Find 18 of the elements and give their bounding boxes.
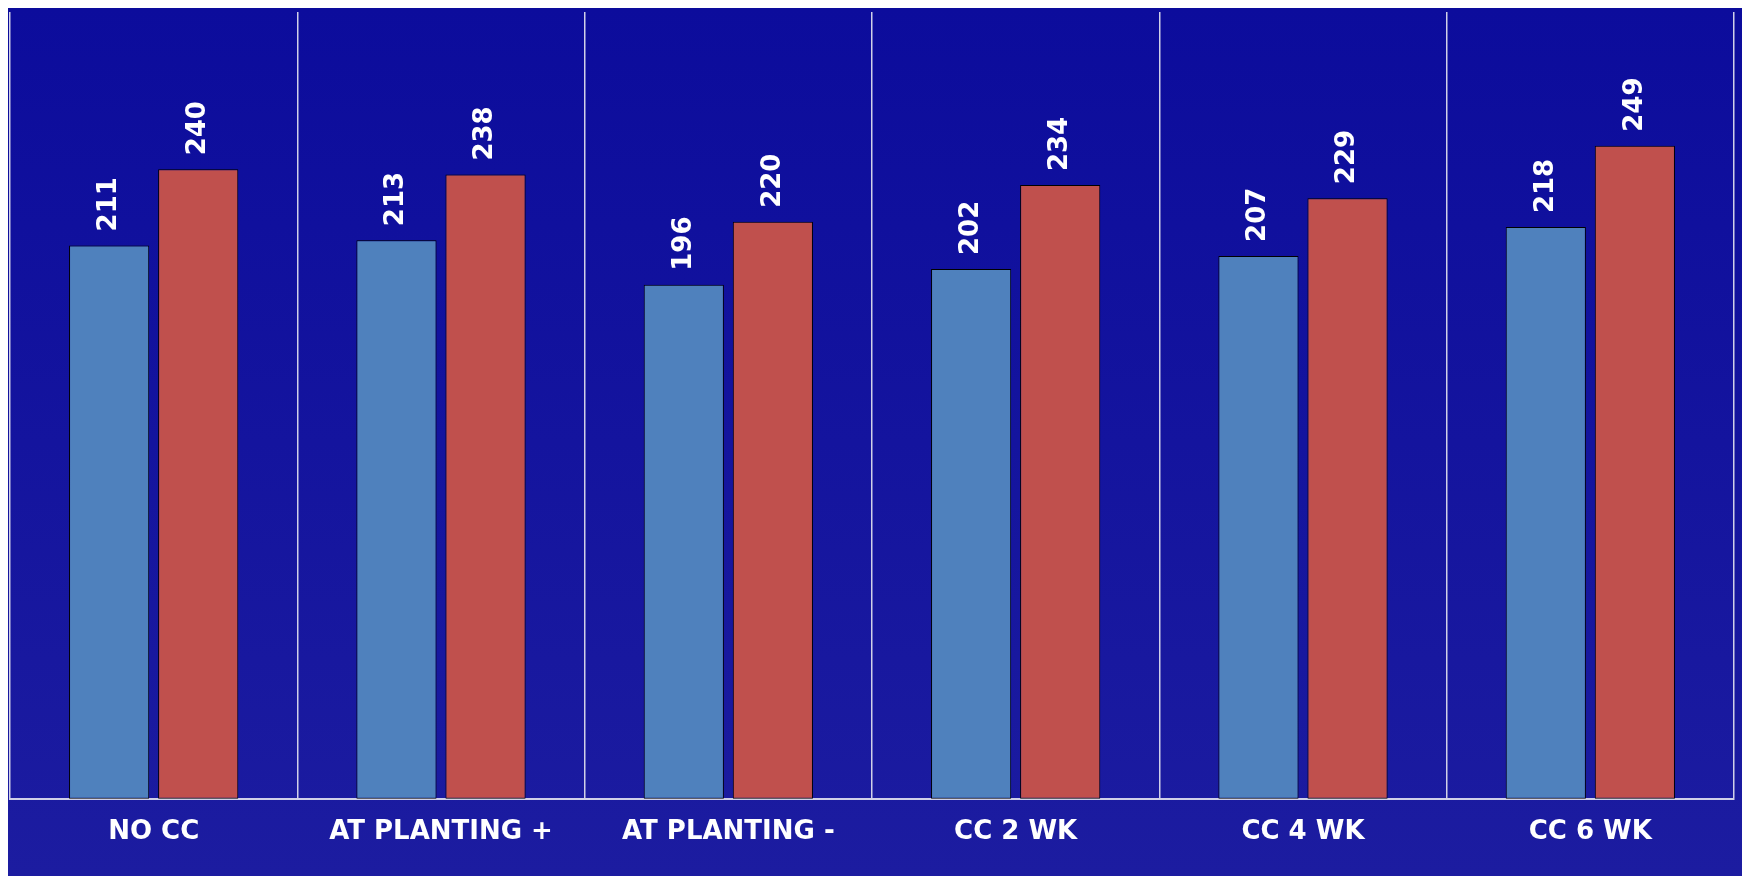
data-label: 207: [1241, 187, 1272, 242]
data-label: 220: [755, 153, 786, 208]
data-label: 211: [91, 177, 122, 232]
x-tick-label: NO CC: [108, 815, 200, 846]
data-label: 196: [666, 216, 697, 271]
x-tick-label: CC 4 WK: [1241, 815, 1366, 846]
x-tick-label: AT PLANTING +: [329, 815, 553, 846]
data-label: 249: [1617, 77, 1648, 132]
x-tick-label: CC 2 WK: [954, 815, 1079, 846]
x-tick-label: AT PLANTING -: [621, 815, 835, 846]
data-label: 240: [180, 101, 211, 156]
data-label: 238: [468, 106, 499, 161]
data-label: 202: [953, 200, 984, 256]
data-label: 234: [1042, 116, 1073, 172]
data-label: 229: [1330, 129, 1361, 185]
x-tick-label: CC 6 WK: [1528, 815, 1653, 846]
data-label: 213: [379, 171, 410, 227]
data-label: 218: [1528, 158, 1559, 214]
